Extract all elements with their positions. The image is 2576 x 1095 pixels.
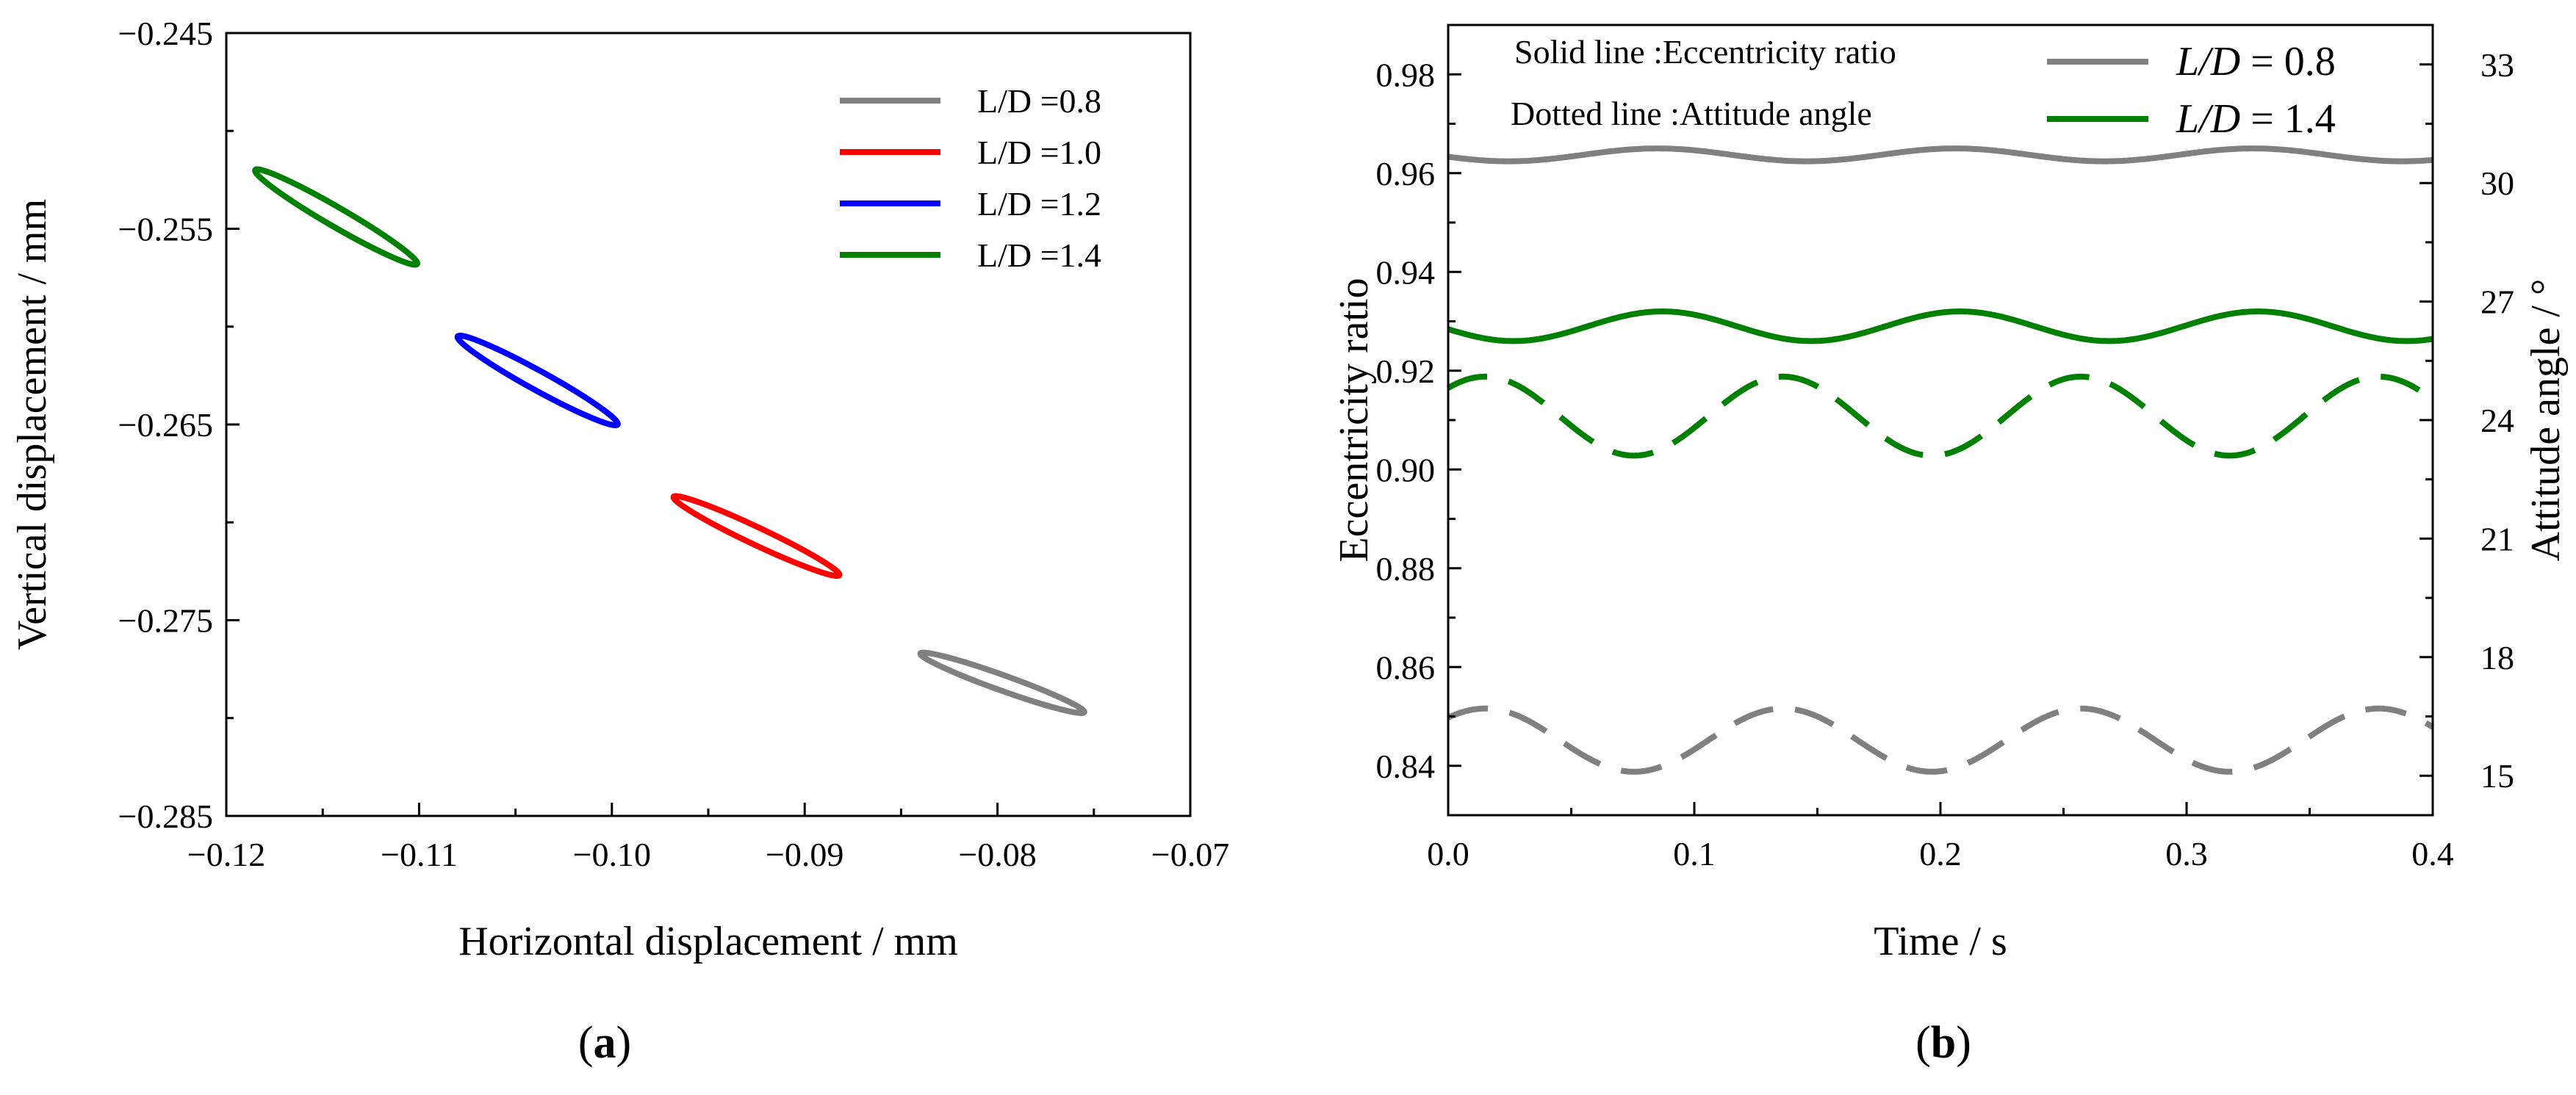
chart-a-ytick-label: −0.245 — [118, 15, 213, 52]
chart-b-ytick-label: 0.96 — [1376, 155, 1436, 192]
chart-b-xtick-label: 0.1 — [1673, 835, 1716, 872]
chart-a-xtick-label: −0.10 — [573, 836, 651, 873]
chart-b-annotation-dotted: Dotted line :Attitude angle — [1511, 95, 1872, 132]
chart-a-orbit-1 — [670, 493, 843, 579]
chart-a-plot-area — [252, 166, 1087, 716]
chart-b-legend: L/D = 0.8L/D = 1.4 — [2047, 39, 2336, 142]
chart-b-legend-suffix-0: = 0.8 — [2240, 39, 2336, 84]
chart-b: 0.0 0.1 0.2 0.3 0.4 0.84 0.86 0.88 0.90 0.92 0.94 0… — [1331, 24, 2569, 1068]
chart-b-panel-label: (b) — [1915, 1018, 1971, 1068]
chart-b-legend-prefix-1: L/D — [2176, 96, 2240, 142]
chart-a-xtick-label: −0.08 — [958, 836, 1036, 873]
chart-b-xlabel: Time / s — [1874, 919, 2007, 964]
chart-a-ticks: −0.12 −0.11 −0.10 −0.09 −0.08 −0.07 −0.245 −0.2… — [118, 15, 1230, 873]
chart-a-orbit-2 — [454, 332, 621, 429]
chart-b-xtick-label: 0.4 — [2411, 835, 2454, 872]
chart-a-legend: L/D =0.8 L/D =1.0 L/D =1.2 L/D =1.4 — [840, 82, 1101, 274]
chart-a-ytick-label: −0.265 — [118, 406, 213, 444]
chart-b-ytick-label: 0.98 — [1376, 56, 1436, 93]
chart-a: −0.12 −0.11 −0.10 −0.09 −0.08 −0.07 −0.245 −0.2… — [10, 15, 1229, 1068]
chart-a-panel-label: (a) — [578, 1018, 631, 1068]
chart-b-frame — [1447, 24, 2434, 817]
chart-b-ytick-label: 0.90 — [1376, 451, 1436, 488]
chart-b-ytick-label: 0.92 — [1376, 353, 1436, 390]
chart-a-xtick-label: −0.12 — [187, 836, 265, 873]
chart-b-ytick-label: 0.84 — [1376, 748, 1436, 785]
chart-b-xtick-label: 0.3 — [2165, 835, 2208, 872]
chart-a-legend-label-3: L/D =1.4 — [977, 236, 1101, 274]
chart-a-xlabel: Horizontal displacement / mm — [458, 919, 958, 964]
chart-b-ytick-label: 0.86 — [1376, 648, 1436, 686]
chart-b-y2tick-label: 21 — [2480, 520, 2514, 557]
chart-a-ytick-label: −0.285 — [118, 798, 213, 835]
chart-a-orbit-3 — [252, 166, 420, 268]
chart-a-xtick-label: −0.09 — [766, 836, 843, 873]
chart-a-legend-label-1: L/D =1.0 — [977, 134, 1101, 171]
chart-b-ytick-label: 0.88 — [1376, 550, 1436, 588]
chart-b-legend-label-0: L/D = 0.8 — [2176, 39, 2336, 84]
chart-a-ytick-label: −0.255 — [118, 211, 213, 248]
chart-b-y2tick-label: 24 — [2480, 402, 2514, 439]
chart-b-xtick-label: 0.2 — [1919, 835, 1962, 872]
chart-b-annotation-solid: Solid line :Eccentricity ratio — [1514, 33, 1896, 71]
chart-a-orbit-0 — [917, 649, 1087, 716]
chart-b-ytick-label: 0.94 — [1376, 253, 1436, 291]
chart-a-legend-label-2: L/D =1.2 — [977, 185, 1101, 223]
chart-b-y2tick-label: 27 — [2480, 283, 2514, 321]
chart-b-y2tick-label: 33 — [2480, 46, 2514, 84]
chart-b-ticks: 0.0 0.1 0.2 0.3 0.4 0.84 0.86 0.88 0.90 0.92 0.94 0… — [1376, 46, 2515, 872]
chart-b-xtick-label: 0.0 — [1427, 835, 1469, 872]
chart-a-ytick-label: −0.275 — [118, 602, 213, 640]
chart-b-legend-suffix-1: = 1.4 — [2240, 96, 2336, 142]
chart-a-xtick-label: −0.11 — [381, 836, 458, 873]
chart-b-y2tick-label: 18 — [2480, 639, 2514, 676]
chart-b-series-0 — [1447, 145, 2433, 165]
chart-a-legend-label-0: L/D =0.8 — [977, 82, 1101, 120]
chart-b-series-3 — [1447, 705, 2435, 775]
chart-b-legend-prefix-0: L/D — [2176, 39, 2240, 84]
chart-b-y2tick-label: 30 — [2480, 165, 2514, 202]
chart-b-series-2 — [1447, 373, 2435, 459]
chart-a-ylabel: Vertical displacement / mm — [10, 199, 55, 650]
chart-b-ylabel: Eccentricity ratio — [1331, 278, 1377, 562]
chart-b-series-1 — [1447, 308, 2433, 344]
chart-b-legend-label-1: L/D = 1.4 — [2176, 96, 2336, 142]
chart-b-y2tick-label: 15 — [2480, 757, 2514, 795]
chart-a-xtick-label: −0.07 — [1151, 836, 1229, 873]
chart-b-y2label: Attitude angle / ° — [2523, 279, 2569, 562]
chart-b-plot-area — [1447, 145, 2435, 775]
